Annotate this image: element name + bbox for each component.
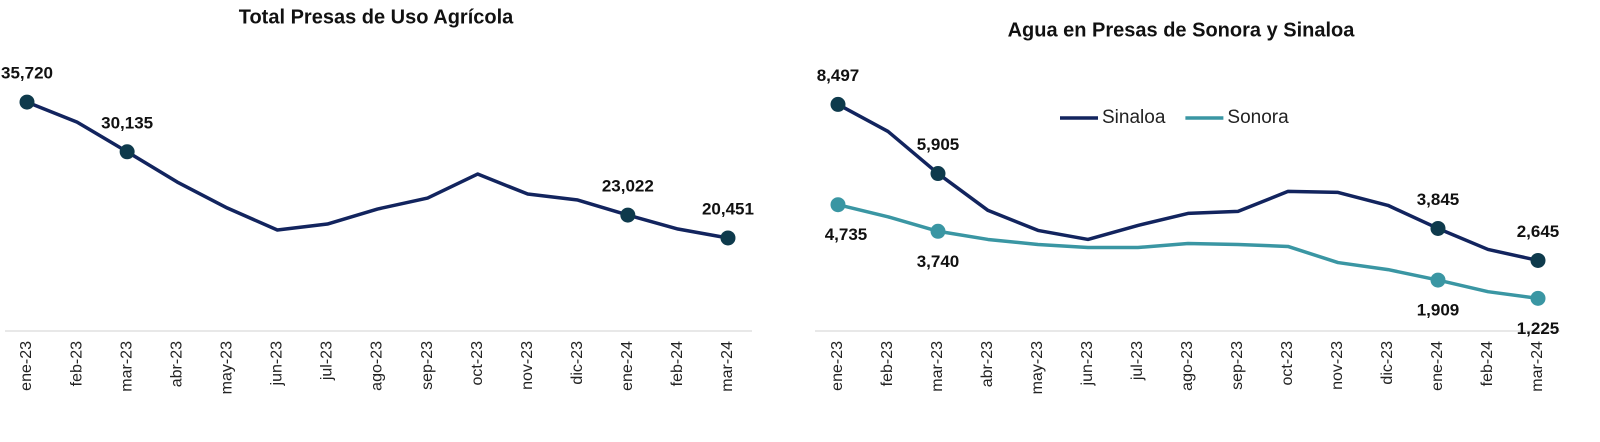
data-label: 35,720 (1, 64, 53, 83)
data-label: 30,135 (101, 113, 153, 132)
x-tick-label: jun-23 (1079, 341, 1096, 387)
x-tick-label: jul-23 (1129, 341, 1146, 381)
x-tick-label: ago-23 (1179, 341, 1196, 391)
x-tick-label: jul-23 (319, 341, 336, 381)
data-label: 5,905 (917, 135, 960, 154)
x-tick-label: ene-23 (18, 341, 35, 391)
x-tick-label: ene-24 (619, 341, 636, 391)
x-tick-label: mar-23 (118, 341, 135, 392)
chart-title: Agua en Presas de Sonora y Sinaloa (1008, 19, 1356, 41)
data-label: 4,735 (825, 225, 868, 244)
x-tick-label: abr-23 (979, 341, 996, 387)
x-tick-label: feb-24 (669, 341, 686, 386)
marker (1530, 252, 1546, 268)
legend-label: Sonora (1227, 107, 1289, 128)
data-label: 1,909 (1417, 301, 1460, 320)
x-tick-label: feb-23 (879, 341, 896, 386)
line (837, 203, 1539, 301)
x-tick-label: sep-23 (1229, 341, 1246, 390)
x-tick-label: oct-23 (469, 341, 486, 386)
data-label: 1,225 (1517, 319, 1560, 338)
x-tick-label: nov-23 (519, 341, 536, 390)
marker (720, 230, 736, 246)
line (26, 100, 729, 240)
x-tick-label: may-23 (218, 341, 235, 394)
x-tick-label: mar-23 (929, 341, 946, 392)
data-label: 23,022 (602, 177, 654, 196)
data-label: 20,451 (702, 199, 754, 218)
x-tick-label: ene-24 (1429, 341, 1446, 391)
x-tick-label: may-23 (1029, 341, 1046, 394)
x-tick-label: abr-23 (168, 341, 185, 387)
marker (1530, 290, 1546, 306)
chart-title: Total Presas de Uso Agrícola (239, 6, 514, 28)
x-tick-label: feb-24 (1479, 341, 1496, 386)
data-label: 3,845 (1417, 190, 1460, 209)
data-label: 2,645 (1517, 222, 1560, 241)
marker (930, 166, 946, 182)
x-tick-label: dic-23 (569, 341, 586, 385)
x-tick-label: oct-23 (1279, 341, 1296, 386)
marker (19, 94, 35, 110)
x-tick-label: mar-24 (719, 341, 736, 392)
line (837, 102, 1539, 263)
marker (1430, 272, 1446, 288)
x-tick-label: ago-23 (369, 341, 386, 391)
x-tick-label: jun-23 (269, 341, 286, 387)
x-tick-label: mar-24 (1529, 341, 1546, 392)
x-tick-label: sep-23 (419, 341, 436, 390)
legend-label: Sinaloa (1102, 107, 1166, 128)
marker (1430, 220, 1446, 236)
x-tick-label: ene-23 (829, 341, 846, 391)
marker (930, 223, 946, 239)
data-label: 3,740 (917, 252, 960, 271)
marker (119, 144, 135, 160)
data-label: 8,497 (817, 66, 860, 85)
marker (830, 96, 846, 112)
marker (620, 207, 636, 223)
x-tick-label: feb-23 (68, 341, 85, 386)
x-tick-label: dic-23 (1379, 341, 1396, 385)
x-tick-label: nov-23 (1329, 341, 1346, 390)
marker (830, 197, 846, 213)
